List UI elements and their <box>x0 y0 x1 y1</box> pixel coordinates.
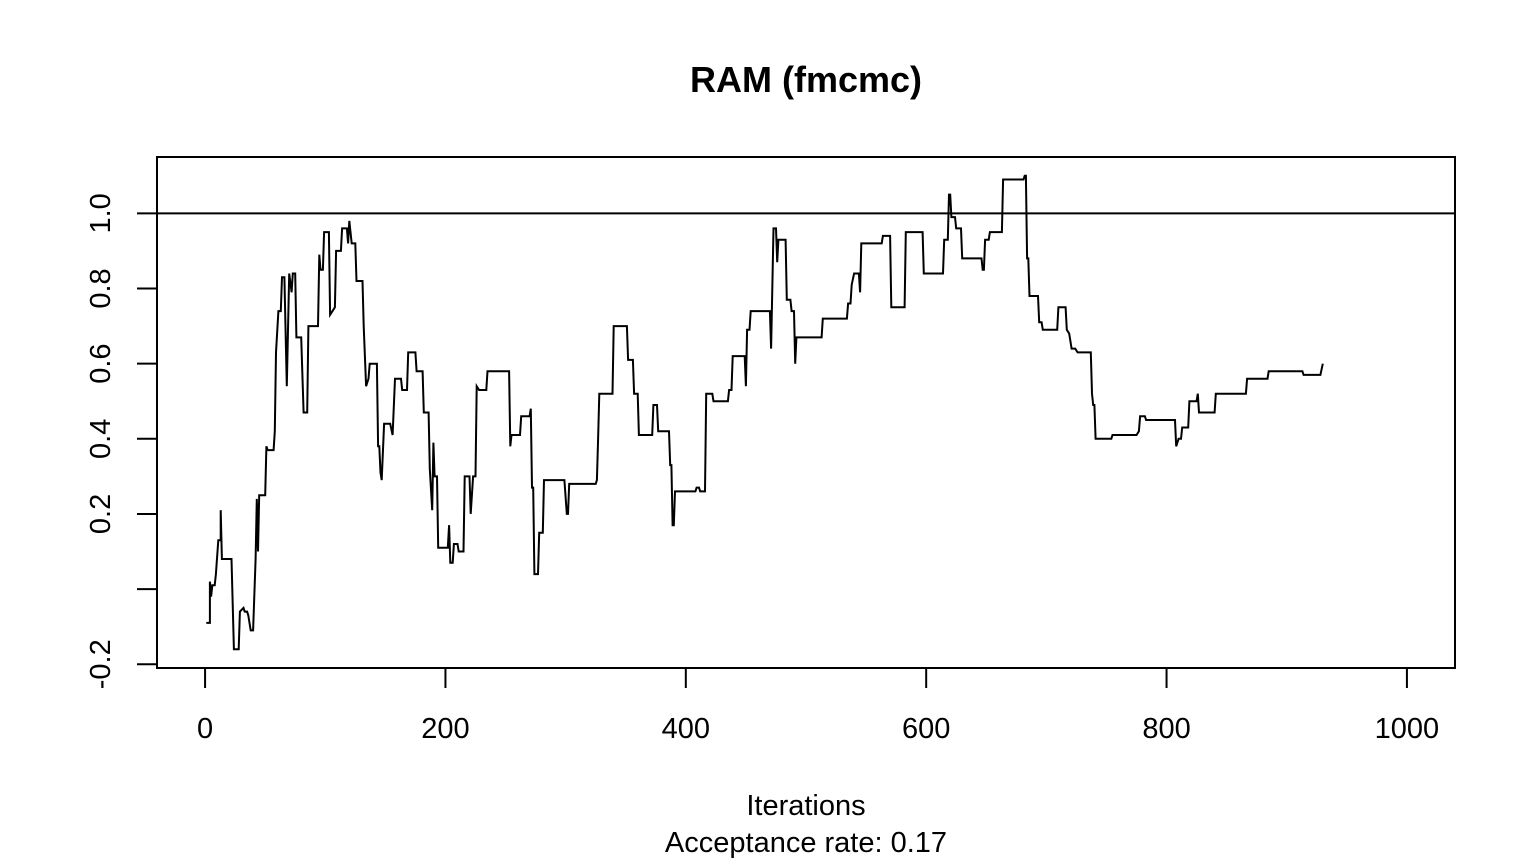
y-tick-label: 1.0 <box>85 193 117 233</box>
x-tick-label: 1000 <box>1375 713 1440 745</box>
x-tick-label: 800 <box>1142 713 1190 745</box>
y-tick-label: 0.4 <box>85 419 117 459</box>
series-trace-line <box>206 174 1324 651</box>
x-tick-label: 600 <box>902 713 950 745</box>
plot-frame <box>156 156 1456 669</box>
chart-title: RAM (fmcmc) <box>690 59 922 100</box>
y-tick-label: 0.2 <box>85 494 117 534</box>
y-tick-label: -0.2 <box>85 639 117 689</box>
y-tick-label: 0.6 <box>85 343 117 383</box>
x-tick-label: 0 <box>197 713 213 745</box>
x-tick-label: 400 <box>662 713 710 745</box>
y-axis: -0.2 0.2 0.4 0.6 0.8 1.0 <box>85 193 158 689</box>
x-axis: 0 200 400 600 800 1000 <box>197 667 1440 745</box>
x-tick-label: 200 <box>421 713 469 745</box>
y-tick-label: 0.8 <box>85 268 117 308</box>
acceptance-rate-label: Acceptance rate: 0.17 <box>665 827 947 859</box>
x-axis-label: Iterations <box>746 790 865 822</box>
